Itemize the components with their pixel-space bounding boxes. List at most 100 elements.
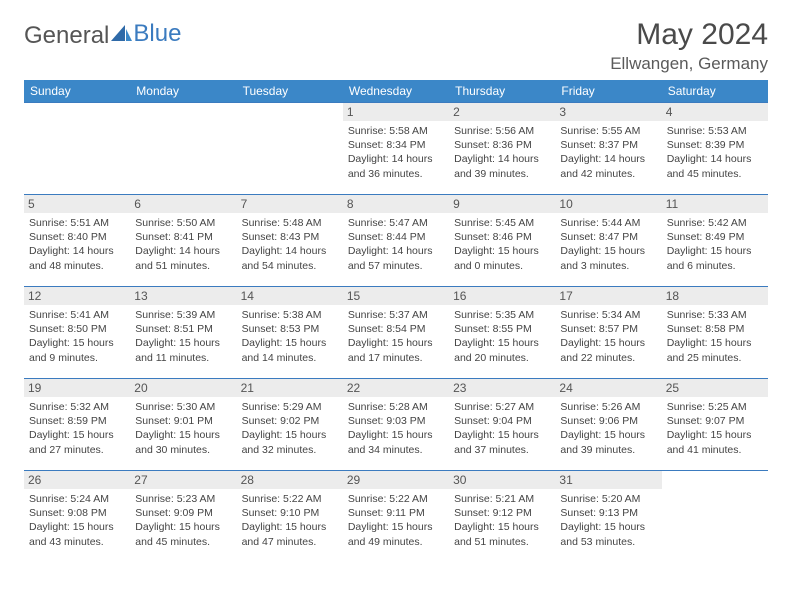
day-number: 18 <box>662 287 768 305</box>
calendar-day-cell: 20Sunrise: 5:30 AMSunset: 9:01 PMDayligh… <box>130 379 236 471</box>
weekday-header: Saturday <box>662 80 768 103</box>
calendar-day-cell: 8 Sunrise: 5:47 AMSunset: 8:44 PMDaylight… <box>343 195 449 287</box>
day-details: Sunrise: 5:44 AMSunset: 8:47 PMDaylight:… <box>560 216 656 273</box>
day-details: Sunrise: 5:48 AMSunset: 8:43 PMDaylight:… <box>242 216 338 273</box>
calendar-week-row: 5 Sunrise: 5:51 AMSunset: 8:40 PMDaylight… <box>24 195 768 287</box>
day-details: Sunrise: 5:56 AMSunset: 8:36 PMDaylight:… <box>454 124 550 181</box>
calendar-week-row: 26 Sunrise: 5:24 AMSunset: 9:08 PMDayligh… <box>24 471 768 563</box>
day-number: 14 <box>237 287 343 305</box>
day-number: 31 <box>555 471 661 489</box>
calendar-day-cell: 28 Sunrise: 5:22 AMSunset: 9:10 PMDayligh… <box>237 471 343 563</box>
day-number: 20 <box>130 379 236 397</box>
day-details: Sunrise: 5:37 AMSunset: 8:54 PMDaylight:… <box>348 308 444 365</box>
day-details: Sunrise: 5:47 AMSunset: 8:44 PMDaylight:… <box>348 216 444 273</box>
day-number: 26 <box>24 471 130 489</box>
day-number: 25 <box>662 379 768 397</box>
day-number: 2 <box>449 103 555 121</box>
calendar-day-cell: 5 Sunrise: 5:51 AMSunset: 8:40 PMDaylight… <box>24 195 130 287</box>
weekday-header: Wednesday <box>343 80 449 103</box>
weekday-header: Thursday <box>449 80 555 103</box>
calendar-day-cell: 19 Sunrise: 5:32 AMSunset: 8:59 PMDayligh… <box>24 379 130 471</box>
calendar-day-cell: 15 Sunrise: 5:37 AMSunset: 8:54 PMDayligh… <box>343 287 449 379</box>
calendar-day-cell: 29 Sunrise: 5:22 AMSunset: 9:11 PMDayligh… <box>343 471 449 563</box>
day-details: Sunrise: 5:35 AMSunset: 8:55 PMDaylight:… <box>454 308 550 365</box>
calendar-day-cell: . <box>24 103 130 195</box>
calendar-day-cell: 26 Sunrise: 5:24 AMSunset: 9:08 PMDayligh… <box>24 471 130 563</box>
day-number: 15 <box>343 287 449 305</box>
day-details: Sunrise: 5:51 AMSunset: 8:40 PMDaylight:… <box>29 216 125 273</box>
weekday-header: Monday <box>130 80 236 103</box>
day-details: Sunrise: 5:29 AMSunset: 9:02 PMDaylight:… <box>242 400 338 457</box>
weekday-header-row: SundayMondayTuesdayWednesdayThursdayFrid… <box>24 80 768 103</box>
page-title: May 2024 <box>610 18 768 52</box>
calendar-day-cell: 2 Sunrise: 5:56 AMSunset: 8:36 PMDaylight… <box>449 103 555 195</box>
calendar-day-cell: 10Sunrise: 5:44 AMSunset: 8:47 PMDayligh… <box>555 195 661 287</box>
day-number: 7 <box>237 195 343 213</box>
day-details: Sunrise: 5:42 AMSunset: 8:49 PMDaylight:… <box>667 216 763 273</box>
calendar-day-cell: 17 Sunrise: 5:34 AMSunset: 8:57 PMDayligh… <box>555 287 661 379</box>
day-number: 12 <box>24 287 130 305</box>
calendar-week-row: ...1Sunrise: 5:58 AMSunset: 8:34 PMDayli… <box>24 103 768 195</box>
day-details: Sunrise: 5:20 AMSunset: 9:13 PMDaylight:… <box>560 492 656 549</box>
day-details: Sunrise: 5:38 AMSunset: 8:53 PMDaylight:… <box>242 308 338 365</box>
day-number: 16 <box>449 287 555 305</box>
location: Ellwangen, Germany <box>610 54 768 74</box>
day-number: 13 <box>130 287 236 305</box>
day-details: Sunrise: 5:22 AMSunset: 9:10 PMDaylight:… <box>242 492 338 549</box>
day-number: 24 <box>555 379 661 397</box>
calendar-day-cell: 23Sunrise: 5:27 AMSunset: 9:04 PMDayligh… <box>449 379 555 471</box>
day-number: 1 <box>343 103 449 121</box>
day-details: Sunrise: 5:41 AMSunset: 8:50 PMDaylight:… <box>29 308 125 365</box>
calendar-day-cell: 1 Sunrise: 5:58 AMSunset: 8:34 PMDaylight… <box>343 103 449 195</box>
calendar-day-cell: . <box>662 471 768 563</box>
day-details: Sunrise: 5:24 AMSunset: 9:08 PMDaylight:… <box>29 492 125 549</box>
day-number: 11 <box>662 195 768 213</box>
calendar-day-cell: 12 Sunrise: 5:41 AMSunset: 8:50 PMDayligh… <box>24 287 130 379</box>
logo: General Blue <box>24 22 181 50</box>
calendar-day-cell: 6Sunrise: 5:50 AMSunset: 8:41 PMDaylight… <box>130 195 236 287</box>
day-details: Sunrise: 5:55 AMSunset: 8:37 PMDaylight:… <box>560 124 656 181</box>
sail-icon <box>111 22 133 50</box>
weekday-header: Friday <box>555 80 661 103</box>
day-number: 29 <box>343 471 449 489</box>
day-details: Sunrise: 5:45 AMSunset: 8:46 PMDaylight:… <box>454 216 550 273</box>
day-details: Sunrise: 5:53 AMSunset: 8:39 PMDaylight:… <box>667 124 763 181</box>
day-details: Sunrise: 5:27 AMSunset: 9:04 PMDaylight:… <box>454 400 550 457</box>
day-number: 8 <box>343 195 449 213</box>
calendar-day-cell: 21 Sunrise: 5:29 AMSunset: 9:02 PMDayligh… <box>237 379 343 471</box>
day-details: Sunrise: 5:32 AMSunset: 8:59 PMDaylight:… <box>29 400 125 457</box>
calendar-day-cell: 14 Sunrise: 5:38 AMSunset: 8:53 PMDayligh… <box>237 287 343 379</box>
day-details: Sunrise: 5:23 AMSunset: 9:09 PMDaylight:… <box>135 492 231 549</box>
weekday-header: Tuesday <box>237 80 343 103</box>
day-details: Sunrise: 5:34 AMSunset: 8:57 PMDaylight:… <box>560 308 656 365</box>
day-details: Sunrise: 5:25 AMSunset: 9:07 PMDaylight:… <box>667 400 763 457</box>
calendar-day-cell: 25 Sunrise: 5:25 AMSunset: 9:07 PMDayligh… <box>662 379 768 471</box>
day-details: Sunrise: 5:33 AMSunset: 8:58 PMDaylight:… <box>667 308 763 365</box>
calendar-day-cell: 24Sunrise: 5:26 AMSunset: 9:06 PMDayligh… <box>555 379 661 471</box>
calendar-day-cell: 27Sunrise: 5:23 AMSunset: 9:09 PMDayligh… <box>130 471 236 563</box>
calendar-day-cell: 22 Sunrise: 5:28 AMSunset: 9:03 PMDayligh… <box>343 379 449 471</box>
day-number: 6 <box>130 195 236 213</box>
calendar-day-cell: 18 Sunrise: 5:33 AMSunset: 8:58 PMDayligh… <box>662 287 768 379</box>
calendar-day-cell: 4Sunrise: 5:53 AMSunset: 8:39 PMDaylight… <box>662 103 768 195</box>
calendar-week-row: 12 Sunrise: 5:41 AMSunset: 8:50 PMDayligh… <box>24 287 768 379</box>
day-number: 19 <box>24 379 130 397</box>
day-details: Sunrise: 5:28 AMSunset: 9:03 PMDaylight:… <box>348 400 444 457</box>
day-number: 21 <box>237 379 343 397</box>
logo-text-1: General <box>24 22 109 50</box>
header: General Blue May 2024 Ellwangen, Germany <box>24 18 768 74</box>
day-number: 5 <box>24 195 130 213</box>
calendar-day-cell: 31 Sunrise: 5:20 AMSunset: 9:13 PMDayligh… <box>555 471 661 563</box>
calendar-day-cell: 7 Sunrise: 5:48 AMSunset: 8:43 PMDaylight… <box>237 195 343 287</box>
day-details: Sunrise: 5:22 AMSunset: 9:11 PMDaylight:… <box>348 492 444 549</box>
day-number: 9 <box>449 195 555 213</box>
day-number: 17 <box>555 287 661 305</box>
day-number: 28 <box>237 471 343 489</box>
logo-text-2: Blue <box>133 20 181 47</box>
day-number: 3 <box>555 103 661 121</box>
calendar-table: SundayMondayTuesdayWednesdayThursdayFrid… <box>24 80 768 563</box>
day-number: 22 <box>343 379 449 397</box>
day-details: Sunrise: 5:21 AMSunset: 9:12 PMDaylight:… <box>454 492 550 549</box>
day-details: Sunrise: 5:58 AMSunset: 8:34 PMDaylight:… <box>348 124 444 181</box>
calendar-day-cell: 9 Sunrise: 5:45 AMSunset: 8:46 PMDaylight… <box>449 195 555 287</box>
